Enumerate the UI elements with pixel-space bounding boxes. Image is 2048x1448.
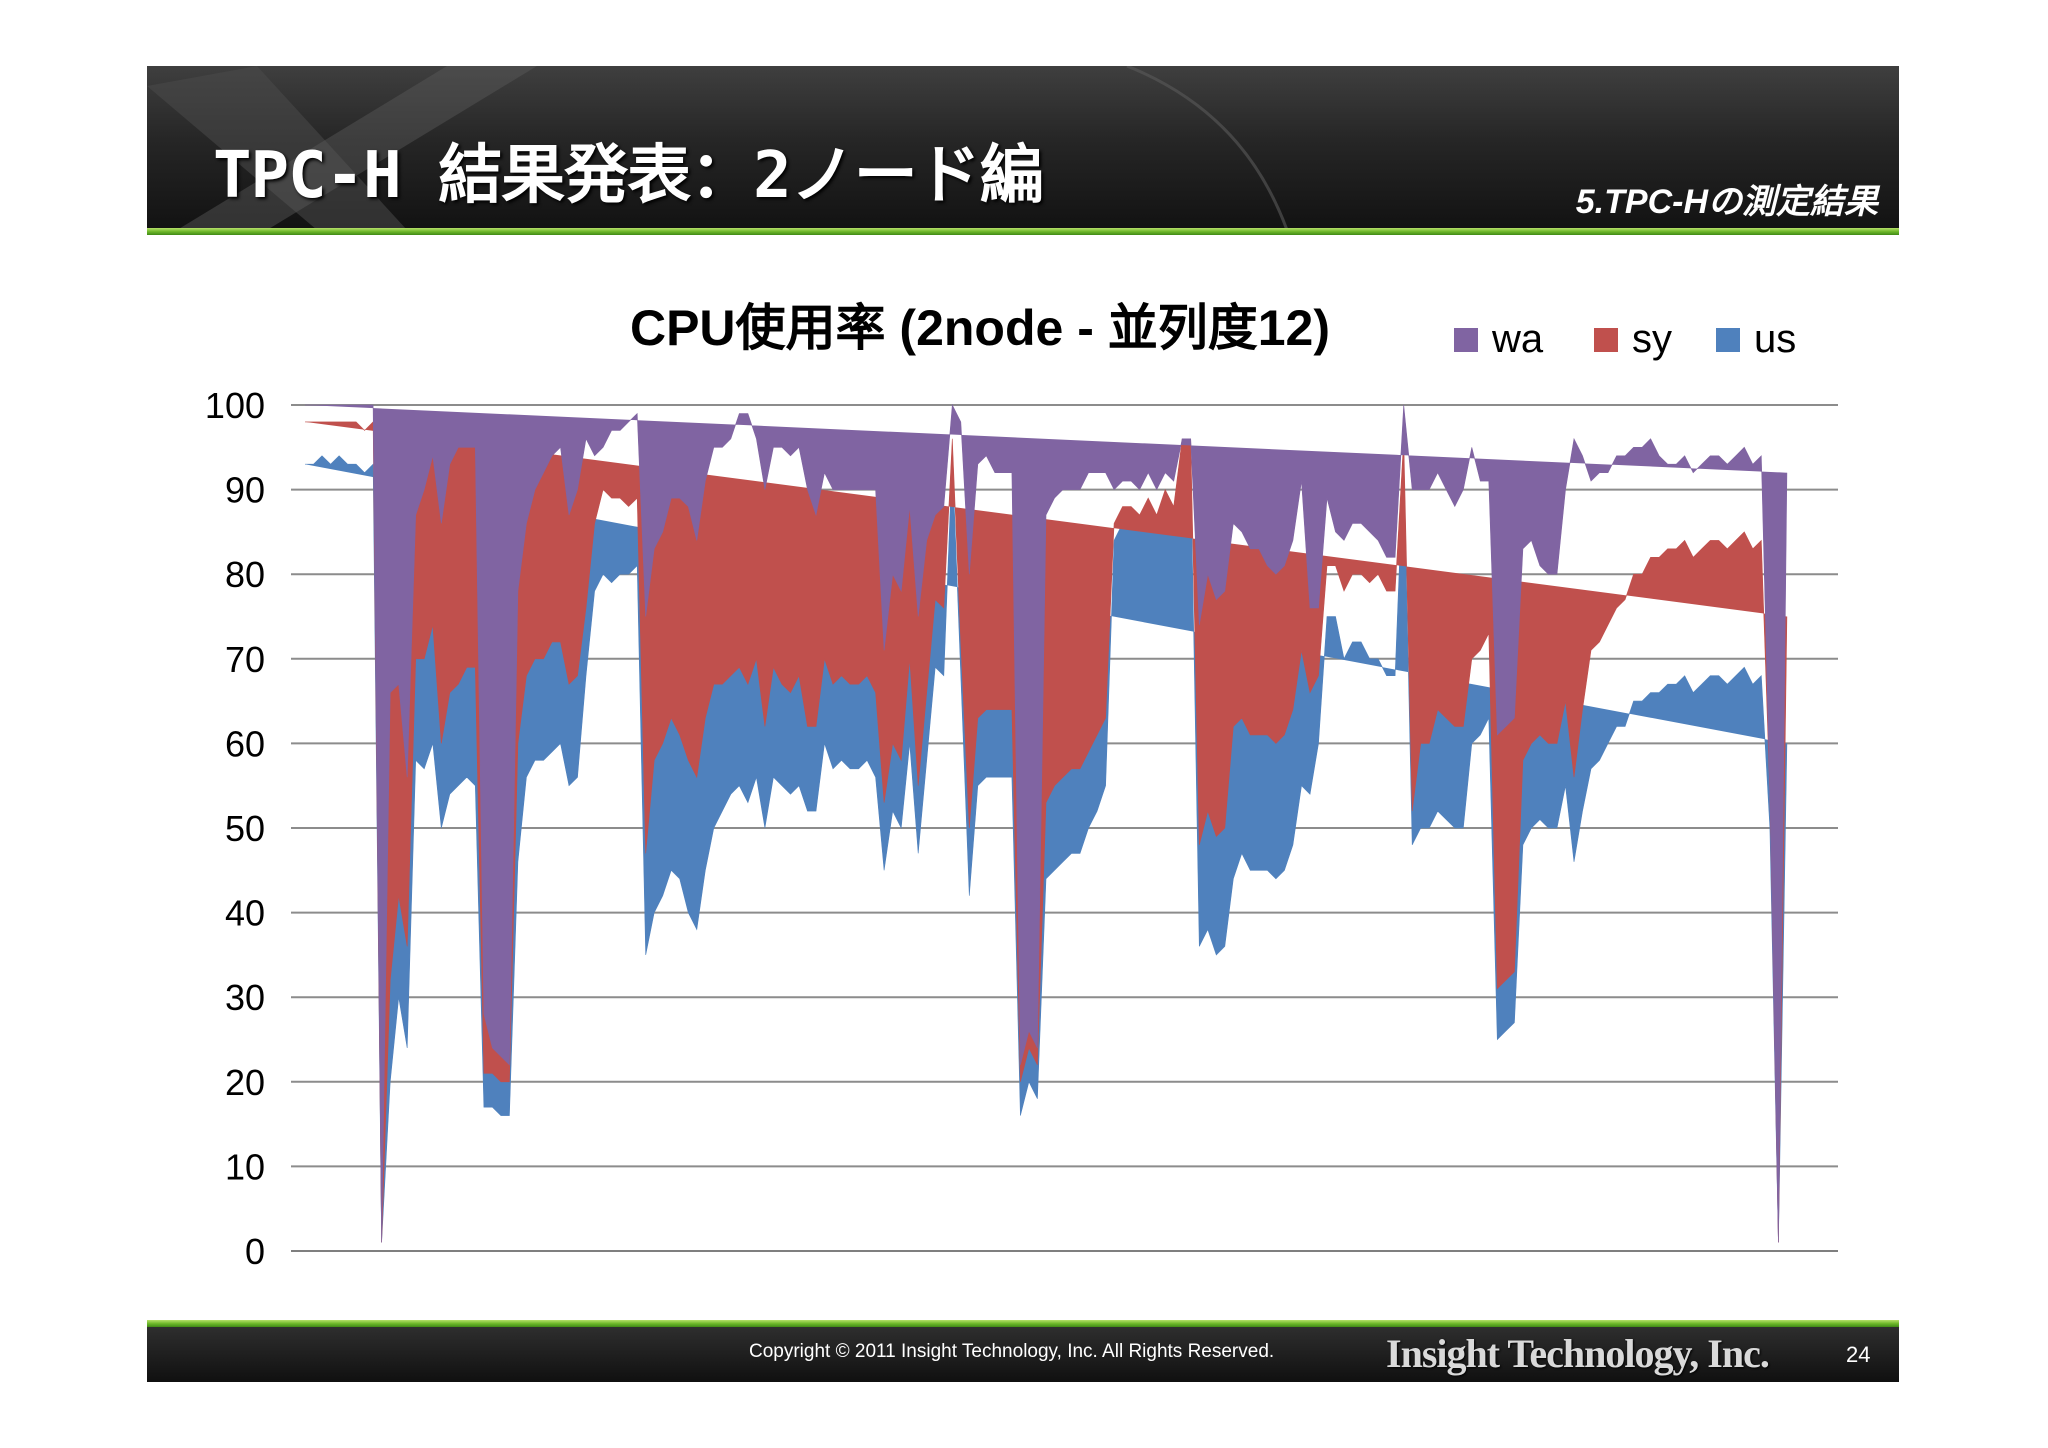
legend-label-wa: wa: [1491, 317, 1544, 361]
area-series-sy: [305, 421, 1788, 1243]
y-tick-label-80: 80: [225, 554, 265, 595]
legend-label-sy: sy: [1632, 317, 1672, 361]
y-tick-label-100: 100: [205, 385, 265, 426]
legend-label-us: us: [1754, 317, 1796, 361]
section-label: 5.TPC-Hの測定結果: [1575, 183, 1878, 221]
legend-item-us: us: [1716, 317, 1796, 361]
copyright-text: Copyright © 2011 Insight Technology, Inc…: [749, 1341, 1275, 1362]
y-axis-ticks: 0 10 20 30 40 50 60 70 80 90 100: [205, 385, 265, 1272]
y-tick-label-60: 60: [225, 723, 265, 764]
footer-accent-bar: [147, 1320, 1899, 1327]
y-tick-label-90: 90: [225, 470, 265, 511]
y-tick-label-0: 0: [245, 1231, 265, 1272]
header-x-decoration: [147, 66, 1289, 230]
area-series-wa: [305, 403, 1788, 1243]
legend-item-sy: sy: [1594, 317, 1672, 361]
legend-swatch-wa: [1454, 328, 1478, 352]
y-tick-label-50: 50: [225, 808, 265, 849]
company-logo: Insight Technology, Inc.: [1386, 1331, 1770, 1376]
y-tick-label-10: 10: [225, 1146, 265, 1187]
header-accent-bar: [147, 228, 1899, 235]
slide-title: TPC-H 結果発表：2ノード編: [213, 139, 1044, 213]
slide-footer: [147, 1327, 1899, 1382]
slide-header: [147, 66, 1899, 230]
legend-swatch-sy: [1594, 328, 1618, 352]
legend-item-wa: wa: [1454, 317, 1544, 361]
chart-areas: [305, 403, 1788, 1243]
y-tick-label-20: 20: [225, 1062, 265, 1103]
y-tick-label-30: 30: [225, 977, 265, 1018]
chart-title: CPU使用率 (2node - 並列度12): [630, 300, 1330, 356]
y-tick-label-40: 40: [225, 893, 265, 934]
page-number: 24: [1846, 1342, 1871, 1367]
y-tick-label-70: 70: [225, 639, 265, 680]
chart-legend: wa sy us: [1454, 317, 1796, 361]
legend-swatch-us: [1716, 328, 1740, 352]
